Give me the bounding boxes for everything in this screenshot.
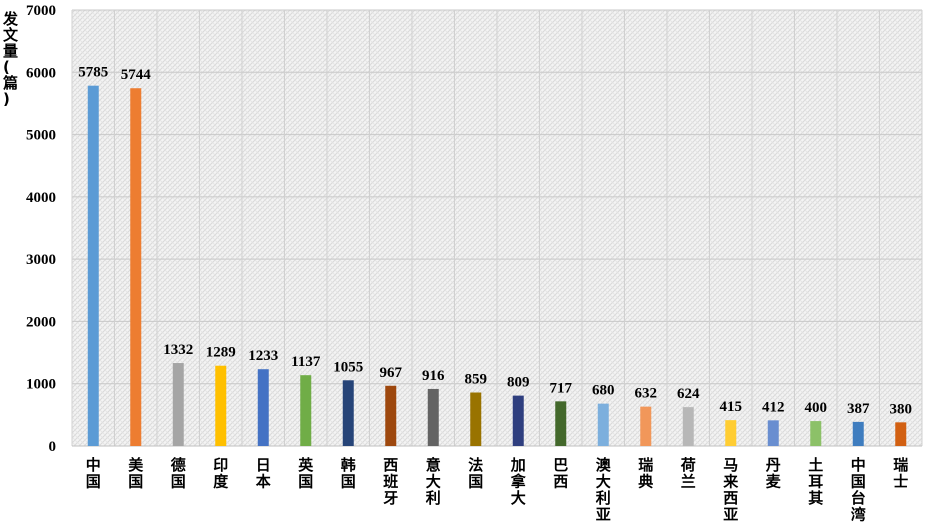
data-label: 859 xyxy=(465,371,488,387)
data-label: 967 xyxy=(380,365,403,381)
y-tick-label: 7000 xyxy=(26,3,56,19)
bar xyxy=(555,401,567,446)
x-tick-label: 法国 xyxy=(468,456,483,491)
x-tick-label: 印度 xyxy=(213,456,229,491)
data-label: 717 xyxy=(550,380,573,396)
y-tick-label: 5000 xyxy=(26,128,56,144)
x-tick-label: 意大利 xyxy=(426,456,441,507)
bar xyxy=(597,403,609,446)
x-tick-label: 德国 xyxy=(171,456,186,491)
data-label: 809 xyxy=(507,375,530,391)
x-tick-label: 日本 xyxy=(256,456,271,491)
x-tick-label: 中国 xyxy=(86,456,101,491)
bar xyxy=(895,422,907,446)
data-label: 415 xyxy=(720,399,743,415)
bar xyxy=(300,375,312,446)
x-tick-label: 英国 xyxy=(298,456,314,491)
x-tick-label: 美国 xyxy=(128,456,144,491)
bar xyxy=(130,88,142,446)
y-tick-label: 4000 xyxy=(26,190,56,206)
x-tick-label: 巴西 xyxy=(553,456,568,491)
bar xyxy=(172,363,184,446)
y-tick-label: 2000 xyxy=(26,314,56,330)
bar xyxy=(427,388,439,446)
x-tick-label: 西班牙 xyxy=(383,456,398,507)
bar xyxy=(810,421,822,446)
x-tick-label: 澳大利亚 xyxy=(596,456,612,524)
bar xyxy=(725,420,737,446)
data-label: 680 xyxy=(592,383,615,399)
x-tick-label: 瑞士 xyxy=(893,456,908,491)
bars xyxy=(87,85,907,447)
x-tick-label: 中国台湾 xyxy=(851,456,866,524)
y-tick-label: 0 xyxy=(49,439,57,455)
data-label: 1055 xyxy=(333,359,363,375)
data-label: 624 xyxy=(677,386,700,402)
bar xyxy=(767,420,779,446)
data-label: 380 xyxy=(890,401,913,417)
data-label: 1137 xyxy=(291,354,321,370)
bar xyxy=(470,392,482,446)
y-tick-label: 6000 xyxy=(26,65,56,81)
data-labels: 5785 5744 1332 1289 1233 1137 1055 967 916 859 809… xyxy=(78,65,912,418)
bar xyxy=(257,369,269,446)
bar xyxy=(342,380,354,446)
bar xyxy=(385,385,397,446)
bar xyxy=(682,407,694,446)
data-label: 632 xyxy=(635,386,658,402)
data-label: 5744 xyxy=(121,67,152,83)
x-tick-label: 马来西亚 xyxy=(722,456,739,524)
bar xyxy=(512,395,524,446)
data-label: 412 xyxy=(762,399,785,415)
data-label: 1332 xyxy=(163,342,193,358)
gridlines xyxy=(71,9,923,447)
data-label: 387 xyxy=(847,401,870,417)
data-label: 916 xyxy=(422,368,445,384)
x-tick-label: 荷兰 xyxy=(681,456,696,491)
bar xyxy=(215,365,227,446)
data-label: 5785 xyxy=(78,65,108,81)
bar xyxy=(87,85,99,447)
y-tick-label: 3000 xyxy=(26,252,56,268)
x-tick-label: 土耳其 xyxy=(808,456,823,507)
y-axis-title: 发文量(篇) xyxy=(2,10,19,108)
data-label: 1289 xyxy=(206,345,236,361)
data-label: 400 xyxy=(805,400,828,416)
y-axis-label: 发文量(篇) xyxy=(2,10,19,108)
y-axis-ticks: 0 1000 2000 3000 4000 5000 6000 7000 xyxy=(26,3,56,455)
y-tick-label: 1000 xyxy=(26,377,56,393)
x-tick-label: 丹麦 xyxy=(766,456,782,491)
x-tick-label: 瑞典 xyxy=(638,456,653,491)
bar xyxy=(640,406,652,446)
x-tick-label: 加拿大 xyxy=(510,456,527,507)
bar xyxy=(852,421,864,446)
x-tick-label: 韩国 xyxy=(341,456,356,491)
data-label: 1233 xyxy=(248,348,278,364)
